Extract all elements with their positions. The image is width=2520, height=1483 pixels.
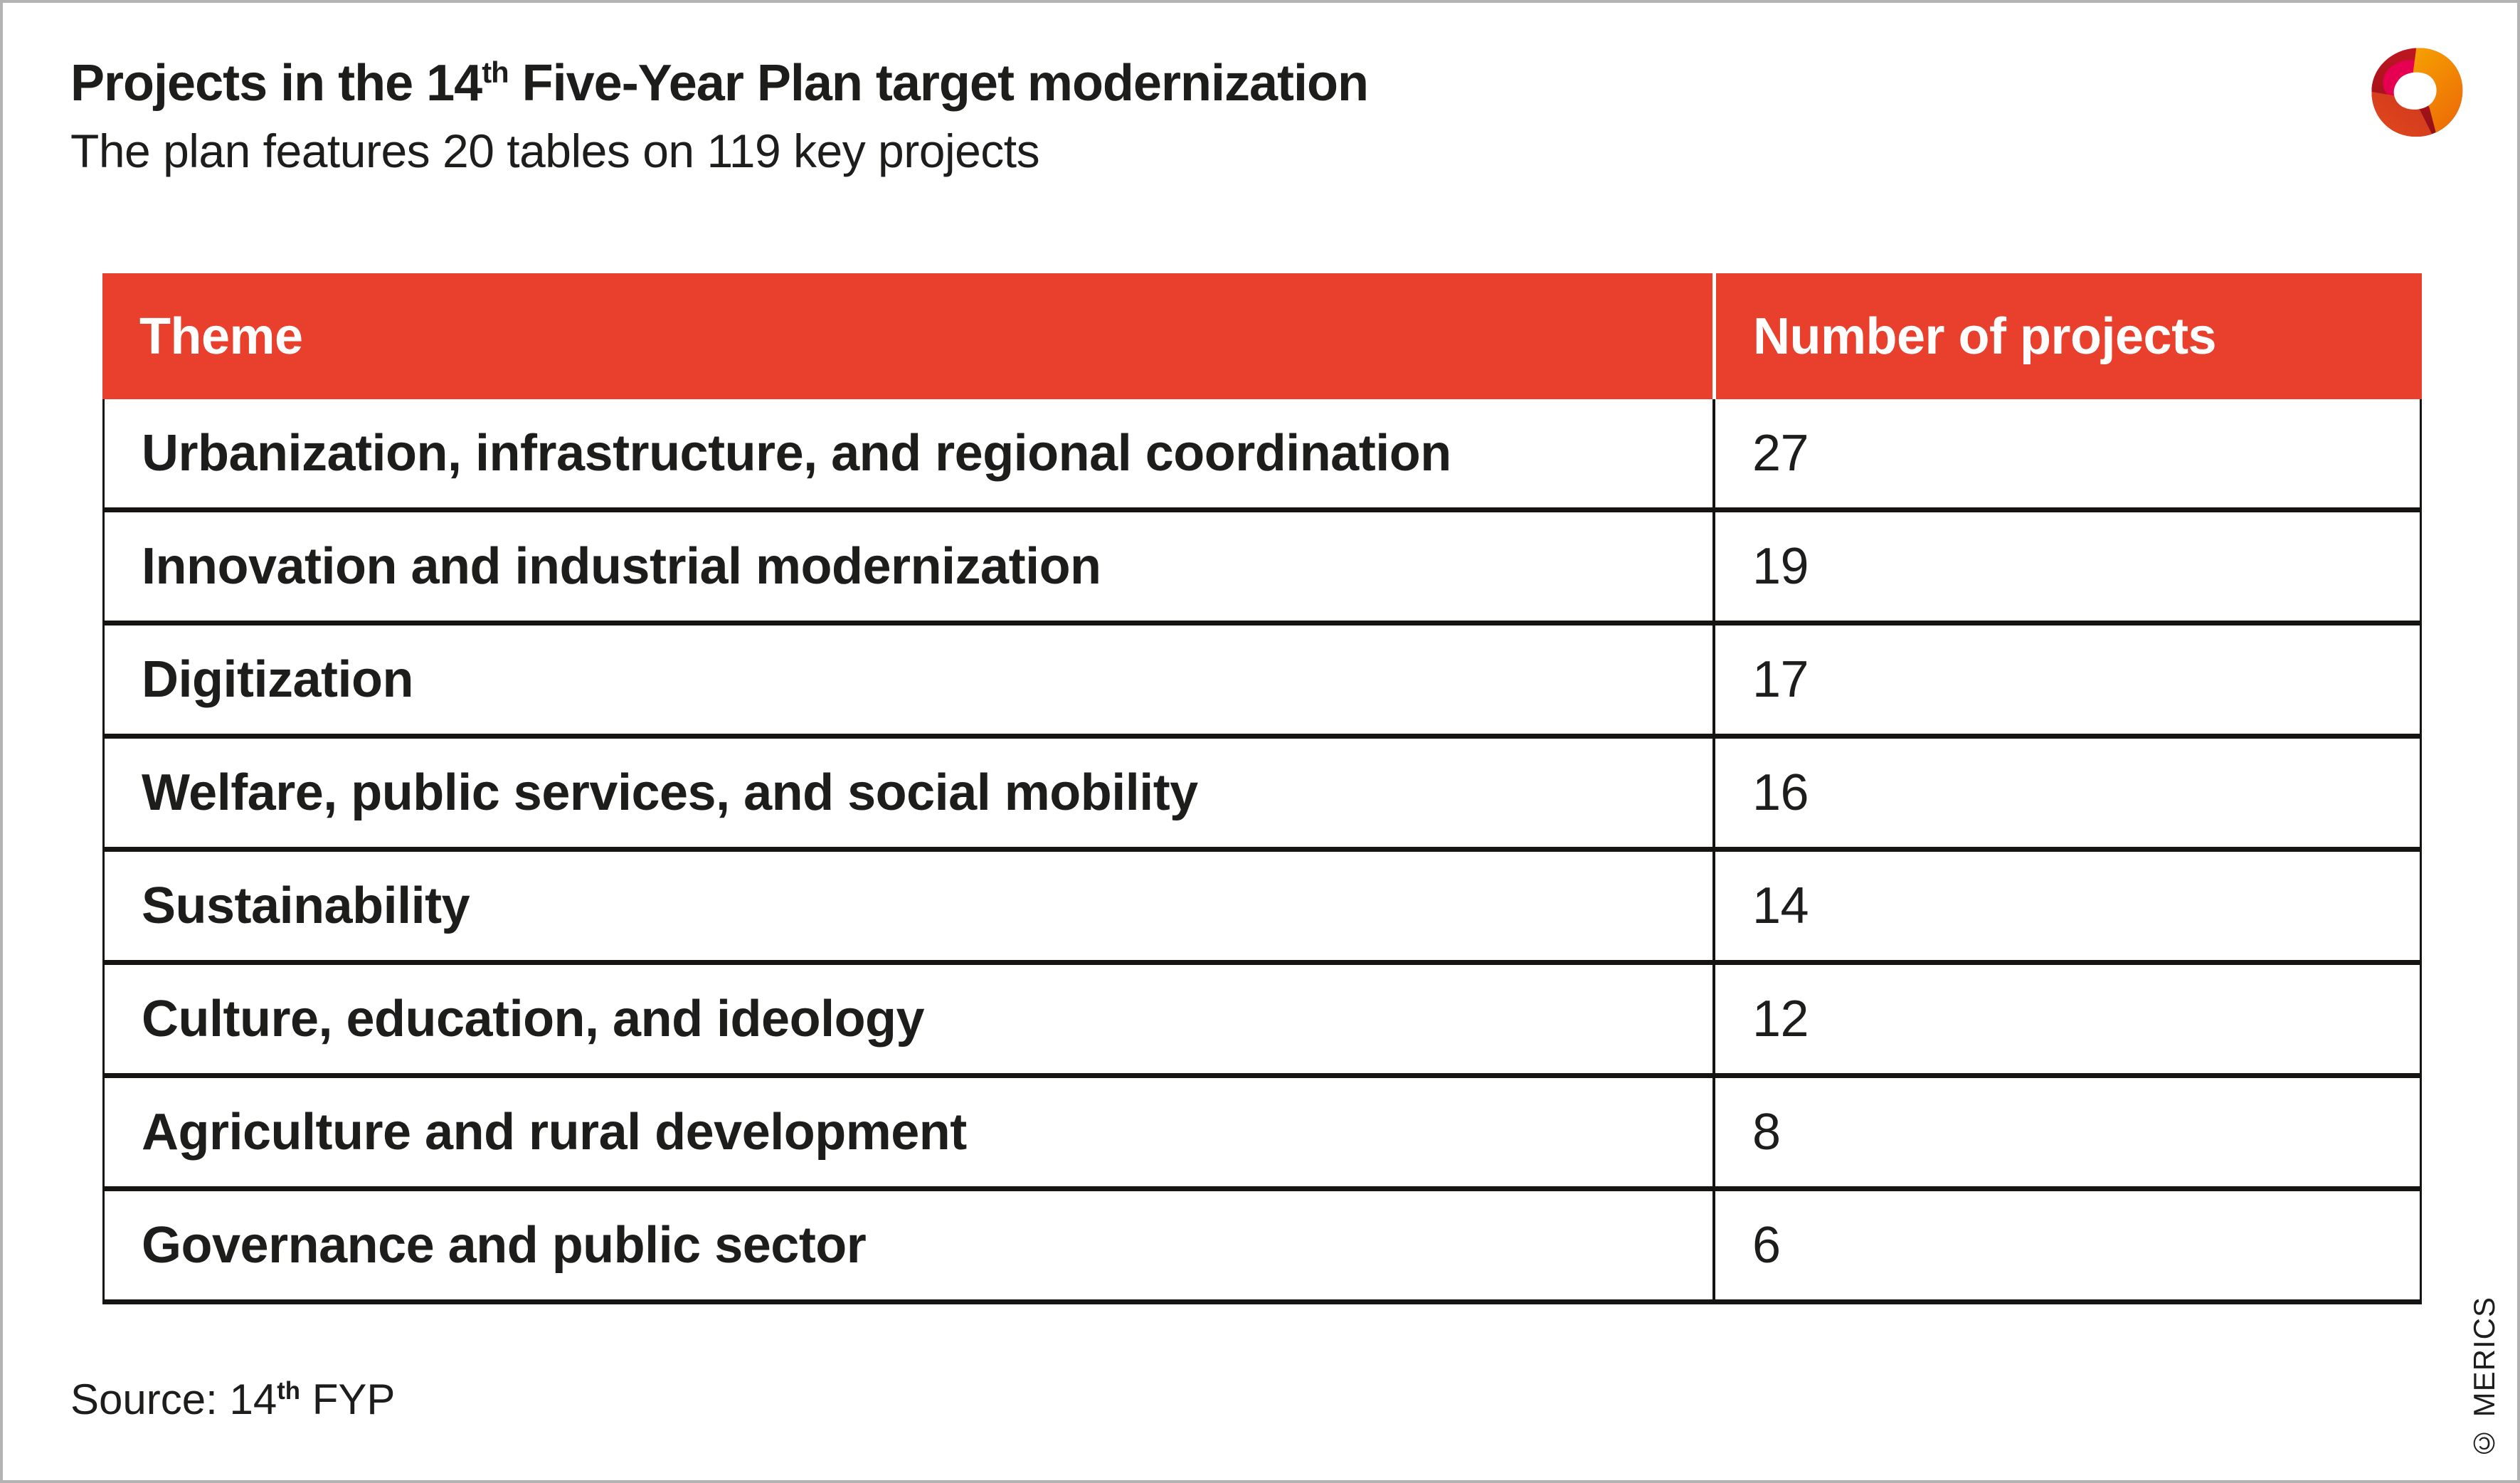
projects-count-cell: 6 [1712, 1191, 2420, 1299]
theme-cell: Welfare, public services, and social mob… [142, 764, 1198, 821]
projects-count-cell: 12 [1712, 965, 2420, 1073]
theme-cell: Innovation and industrial modernization [142, 538, 1101, 595]
projects-count-cell: 17 [1712, 626, 2420, 734]
page-title-superscript: th [482, 56, 509, 89]
table-row: Welfare, public services, and social mob… [105, 739, 2420, 852]
source-superscript: th [277, 1377, 301, 1405]
projects-count-cell: 14 [1712, 852, 2420, 960]
source-prefix: Source: 14 [70, 1376, 277, 1423]
table-row: Culture, education, and ideology 12 [105, 965, 2420, 1078]
projects-table: Theme Number of projects Urbanization, i… [102, 273, 2422, 1304]
table-header-row: Theme Number of projects [102, 273, 2422, 399]
source-suffix: FYP [300, 1376, 396, 1423]
column-header-theme: Theme [139, 307, 303, 365]
projects-count-cell: 27 [1712, 399, 2420, 507]
table-body: Urbanization, infrastructure, and region… [102, 399, 2422, 1304]
page-title: Projects in the 14th Five-Year Plan targ… [70, 54, 1369, 112]
table-row: Digitization 17 [105, 626, 2420, 739]
theme-cell: Governance and public sector [142, 1217, 867, 1274]
table-row: Governance and public sector 6 [105, 1191, 2420, 1304]
table-row: Innovation and industrial modernization 1… [105, 512, 2420, 626]
page-title-suffix: Five-Year Plan target modernization [508, 55, 1369, 112]
table-row: Urbanization, infrastructure, and region… [105, 399, 2420, 512]
column-header-number-of-projects: Number of projects [1712, 273, 2422, 399]
copyright-label: © MERICS [2467, 1296, 2501, 1460]
projects-count-cell: 16 [1712, 739, 2420, 847]
theme-cell: Digitization [142, 651, 413, 708]
theme-cell: Sustainability [142, 877, 470, 934]
table-row: Sustainability 14 [105, 852, 2420, 965]
theme-cell: Culture, education, and ideology [142, 991, 925, 1047]
merics-logo-icon [2371, 48, 2463, 137]
source-note: Source: 14th FYP [70, 1375, 395, 1424]
projects-count-cell: 19 [1712, 512, 2420, 621]
theme-cell: Agriculture and rural development [142, 1104, 967, 1161]
page-title-prefix: Projects in the 14 [70, 55, 482, 112]
table-row: Agriculture and rural development 8 [105, 1078, 2420, 1191]
projects-count-cell: 8 [1712, 1078, 2420, 1186]
theme-cell: Urbanization, infrastructure, and region… [142, 425, 1451, 482]
page-subtitle: The plan features 20 tables on 119 key p… [70, 125, 1040, 177]
